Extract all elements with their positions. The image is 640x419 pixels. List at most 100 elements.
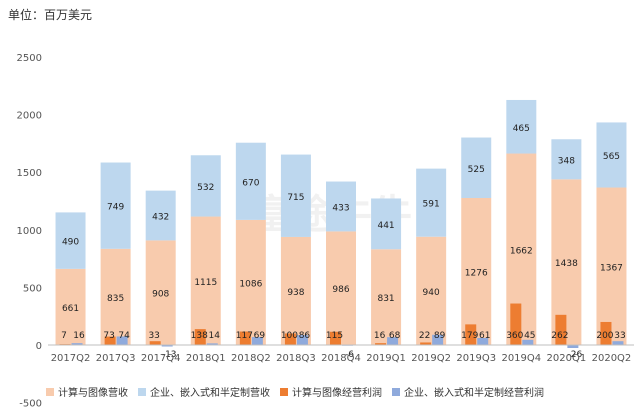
bar-compute-graphics-op-income: [375, 343, 387, 345]
legend-item: 计算与图像经营利润: [280, 384, 382, 399]
bar-enterprise-revenue: [506, 99, 537, 154]
data-label-compute-op-income: 262: [551, 331, 568, 341]
x-tick-label: 2019Q1: [366, 353, 406, 364]
data-label-enterprise-op-income: 33: [614, 331, 625, 341]
x-tick-label: 2019Q3: [456, 353, 496, 364]
x-tick-label: 2018Q2: [231, 353, 271, 364]
x-tick-label: 2018Q1: [186, 353, 226, 364]
data-label-compute-op-income: 7: [61, 331, 67, 341]
bar-compute-graphics-revenue: [100, 248, 131, 345]
bar-compute-graphics-revenue: [416, 236, 447, 345]
data-label-compute-op-income: 200: [596, 331, 613, 341]
legend-label: 计算与图像营收: [58, 388, 128, 399]
data-label-enterprise-op-income: -6: [345, 350, 354, 360]
data-label-compute-op-income: 360: [506, 331, 523, 341]
bar-compute-graphics-revenue: [235, 219, 266, 345]
bar-enterprise-op-income: [387, 337, 399, 345]
bar-enterprise-revenue: [145, 190, 176, 241]
data-label-enterprise-op-income: 45: [524, 331, 535, 341]
data-label-enterprise-op-income: 68: [389, 331, 401, 341]
bar-compute-graphics-op-income: [330, 331, 341, 345]
bar-enterprise-op-income: [612, 341, 624, 345]
bars: [55, 99, 627, 348]
x-tick-label: 2019Q2: [411, 353, 451, 364]
bar-enterprise-revenue: [551, 139, 582, 180]
data-label-compute-revenue: 938: [287, 288, 304, 298]
data-label-enterprise-op-income: 89: [434, 331, 446, 341]
data-label-compute-op-income: 33: [148, 331, 159, 341]
data-label-compute-revenue: 1367: [600, 263, 623, 273]
data-label-compute-op-income: 117: [236, 331, 253, 341]
legend-swatch: [392, 387, 400, 396]
y-tick-label: 1500: [17, 168, 42, 179]
bar-compute-graphics-op-income: [104, 336, 116, 345]
bar-enterprise-op-income: [251, 337, 263, 345]
data-label-compute-revenue: 661: [62, 304, 79, 314]
data-label-enterprise-revenue: 433: [332, 203, 349, 213]
bar-enterprise-revenue: [100, 162, 131, 249]
data-label-compute-revenue: 908: [152, 290, 169, 300]
y-tick-label: 500: [23, 283, 42, 294]
data-label-enterprise-revenue: 591: [423, 200, 440, 210]
data-label-enterprise-revenue: 670: [242, 178, 259, 188]
x-tick-label: 2017Q3: [96, 353, 136, 364]
data-label-compute-revenue: 1276: [465, 269, 488, 279]
data-label-compute-revenue: 940: [423, 288, 440, 298]
legend-item: 计算与图像营收: [46, 384, 128, 399]
x-tick-label: 2018Q4: [321, 353, 361, 364]
data-label-compute-op-income: 115: [326, 331, 343, 341]
data-label-enterprise-revenue: 490: [62, 238, 79, 248]
bar-enterprise-op-income: [161, 345, 173, 347]
x-tick-label: 2020Q1: [547, 353, 587, 364]
data-label-enterprise-op-income: 74: [118, 331, 130, 341]
data-label-enterprise-op-income: 86: [299, 331, 311, 341]
bar-enterprise-op-income: [116, 336, 128, 345]
bar-enterprise-op-income: [432, 334, 444, 345]
bar-compute-graphics-revenue: [596, 187, 627, 345]
legend-label: 企业、嵌入式和半定制经营利润: [404, 388, 544, 399]
bar-enterprise-revenue: [596, 122, 627, 188]
data-label-enterprise-revenue: 465: [513, 124, 530, 134]
data-label-compute-revenue: 835: [107, 294, 124, 304]
bar-compute-graphics-revenue: [55, 268, 86, 345]
bar-enterprise-revenue: [280, 154, 311, 237]
legend-item: 企业、嵌入式和半定制经营利润: [392, 384, 544, 399]
data-label-enterprise-op-income: 69: [254, 331, 266, 341]
data-label-enterprise-revenue: 432: [152, 213, 169, 223]
data-label-enterprise-op-income: 16: [73, 331, 85, 341]
y-axis: -500 0 500 1000 1500 2000 2500: [17, 53, 42, 410]
bar-enterprise-op-income: [567, 345, 579, 348]
data-label-compute-revenue: 1086: [239, 279, 262, 289]
bar-enterprise-revenue: [326, 181, 356, 232]
bar-enterprise-revenue: [416, 168, 447, 237]
bar-compute-graphics-op-income: [284, 333, 296, 345]
data-label-compute-op-income: 16: [374, 331, 386, 341]
x-tick-label: 2019Q4: [501, 353, 541, 364]
data-label-enterprise-revenue: 565: [603, 152, 620, 162]
x-tick-label: 2017Q4: [141, 353, 181, 364]
data-label-enterprise-op-income: 14: [209, 331, 221, 341]
legend-swatch: [280, 387, 288, 396]
y-tick-label: -500: [19, 399, 42, 410]
data-label-enterprise-op-income: 61: [479, 331, 490, 341]
data-label-enterprise-revenue: 749: [107, 203, 124, 213]
legend-item: 企业、嵌入式和半定制营收: [138, 384, 270, 399]
data-label-enterprise-op-income: -13: [162, 350, 177, 360]
y-tick-label: 1000: [17, 226, 42, 237]
data-label-compute-op-income: 73: [103, 331, 114, 341]
data-label-compute-op-income: 100: [281, 331, 298, 341]
bar-enterprise-revenue: [190, 155, 221, 217]
bar-compute-graphics-op-income: [555, 314, 567, 345]
data-label-enterprise-revenue: 525: [468, 165, 485, 175]
bar-enterprise-op-income: [296, 335, 308, 345]
bar-enterprise-revenue: [371, 198, 402, 250]
data-label-compute-op-income: 179: [461, 331, 478, 341]
x-tick-label: 2020Q2: [592, 353, 632, 364]
unit-label: 单位：百万美元: [8, 8, 93, 22]
data-label-compute-revenue: 831: [377, 294, 394, 304]
data-label-enterprise-op-income: -26: [568, 350, 583, 360]
bar-compute-graphics-op-income: [420, 342, 432, 345]
y-tick-label: 2500: [17, 53, 42, 64]
